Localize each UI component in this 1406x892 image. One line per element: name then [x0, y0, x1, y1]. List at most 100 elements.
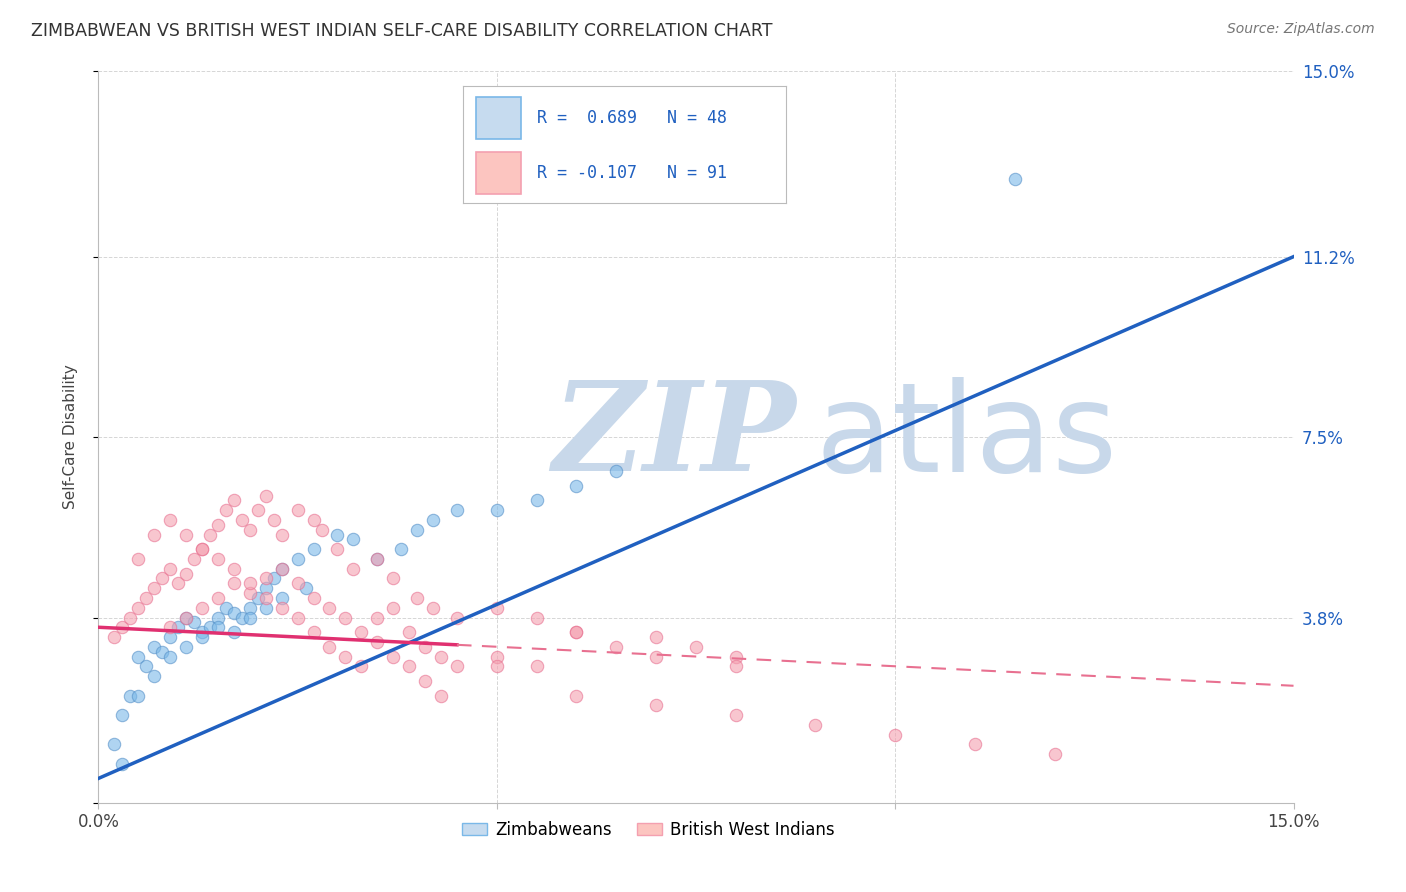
Point: [254, 591, 277, 605]
Point: [143, 669, 166, 683]
Point: [302, 591, 325, 605]
Point: [111, 620, 134, 634]
Point: [446, 610, 468, 624]
Point: [191, 600, 214, 615]
Point: [884, 727, 907, 741]
Point: [366, 610, 388, 624]
Point: [120, 610, 142, 624]
Point: [724, 708, 747, 723]
Point: [191, 630, 214, 644]
Point: [246, 503, 269, 517]
Point: [565, 689, 588, 703]
Point: [406, 591, 429, 605]
Point: [222, 576, 245, 591]
Point: [366, 552, 388, 566]
Point: [174, 640, 197, 654]
Point: [191, 625, 214, 640]
Point: [294, 581, 316, 595]
Point: [167, 576, 190, 591]
Point: [159, 620, 181, 634]
Point: [382, 572, 405, 586]
Point: [526, 610, 548, 624]
Text: ZIP: ZIP: [553, 376, 796, 498]
Point: [406, 523, 429, 537]
Point: [127, 649, 149, 664]
Y-axis label: Self-Care Disability: Self-Care Disability: [63, 365, 77, 509]
Point: [222, 562, 245, 576]
Point: [326, 542, 349, 557]
Point: [335, 610, 357, 624]
Point: [167, 620, 190, 634]
Point: [207, 591, 229, 605]
Point: [366, 552, 388, 566]
Point: [159, 649, 181, 664]
Point: [222, 606, 245, 620]
Point: [350, 659, 373, 673]
Point: [485, 600, 508, 615]
Point: [143, 527, 166, 541]
Point: [254, 581, 277, 595]
Point: [135, 591, 157, 605]
Point: [159, 630, 181, 644]
Point: [318, 600, 340, 615]
Point: [174, 610, 197, 624]
Point: [287, 576, 309, 591]
Point: [111, 756, 134, 771]
Point: [270, 600, 292, 615]
Point: [159, 562, 181, 576]
Point: [231, 610, 253, 624]
Point: [174, 610, 197, 624]
Point: [183, 615, 205, 630]
Point: [207, 620, 229, 634]
Point: [207, 610, 229, 624]
Point: [526, 659, 548, 673]
Point: [565, 479, 588, 493]
Point: [120, 689, 142, 703]
Point: [398, 659, 420, 673]
Point: [398, 625, 420, 640]
Point: [135, 659, 157, 673]
Point: [430, 649, 453, 664]
Point: [103, 630, 125, 644]
Point: [413, 673, 436, 688]
Point: [326, 527, 349, 541]
Point: [350, 625, 373, 640]
Point: [231, 513, 253, 527]
Point: [565, 625, 588, 640]
Point: [150, 645, 173, 659]
Point: [207, 517, 229, 532]
Point: [287, 503, 309, 517]
Point: [605, 464, 627, 478]
Text: ZIMBABWEAN VS BRITISH WEST INDIAN SELF-CARE DISABILITY CORRELATION CHART: ZIMBABWEAN VS BRITISH WEST INDIAN SELF-C…: [31, 22, 772, 40]
Point: [239, 610, 262, 624]
Point: [215, 503, 238, 517]
Point: [302, 542, 325, 557]
Point: [318, 640, 340, 654]
Point: [366, 635, 388, 649]
Point: [191, 542, 214, 557]
Point: [239, 523, 262, 537]
Point: [270, 562, 292, 576]
Point: [605, 640, 627, 654]
Point: [127, 689, 149, 703]
Text: atlas: atlas: [815, 376, 1118, 498]
Text: Source: ZipAtlas.com: Source: ZipAtlas.com: [1227, 22, 1375, 37]
Point: [246, 591, 269, 605]
Point: [724, 649, 747, 664]
Point: [207, 552, 229, 566]
Point: [270, 591, 292, 605]
Point: [239, 600, 262, 615]
Point: [183, 552, 205, 566]
Point: [174, 527, 197, 541]
Point: [198, 620, 221, 634]
Point: [215, 600, 238, 615]
Point: [565, 625, 588, 640]
Point: [645, 698, 668, 713]
Point: [485, 649, 508, 664]
Point: [685, 640, 707, 654]
Point: [526, 493, 548, 508]
Point: [1004, 171, 1026, 186]
Point: [804, 718, 827, 732]
Point: [446, 659, 468, 673]
Point: [103, 737, 125, 751]
